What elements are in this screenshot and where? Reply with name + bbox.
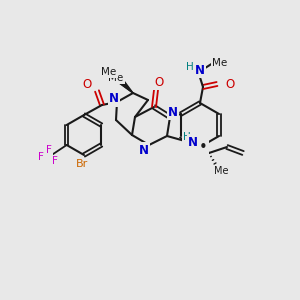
Text: N: N [195,64,205,76]
Text: F: F [46,145,52,155]
Text: O: O [225,77,234,91]
Polygon shape [113,75,133,93]
Text: N: N [109,92,119,106]
Text: F: F [52,156,58,166]
Text: Br: Br [76,159,88,169]
Text: F: F [38,152,43,162]
Text: N: N [168,106,178,118]
Polygon shape [119,79,133,93]
Text: •: • [199,140,207,154]
Text: O: O [154,76,164,88]
Text: H: H [186,62,194,72]
Text: Me: Me [214,166,228,176]
Text: O: O [82,77,91,91]
Text: Me: Me [101,67,117,77]
Text: H: H [183,132,191,142]
Text: N: N [139,143,149,157]
Text: N: N [188,136,198,148]
Text: Me: Me [108,73,124,83]
Text: Me: Me [212,58,228,68]
